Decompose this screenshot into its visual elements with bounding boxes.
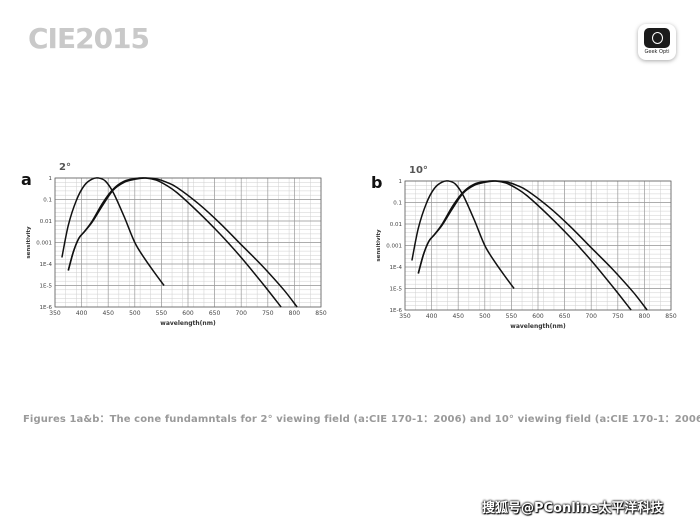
x-tick-label: 400 [76, 310, 88, 317]
y-tick-label: 1E-5 [40, 284, 53, 290]
x-tick-label: 800 [289, 310, 301, 317]
y-tick-label: 0.001 [386, 244, 402, 250]
x-tick-label: 400 [426, 313, 438, 320]
y-tick-label: 0.01 [390, 222, 402, 228]
x-tick-label: 350 [399, 313, 411, 320]
y-tick-label: 1E-4 [40, 262, 53, 268]
y-tick-label: 1E-6 [40, 305, 53, 311]
logo-ring-icon [652, 32, 663, 44]
y-tick-label: 1E-6 [390, 308, 403, 314]
x-tick-label: 800 [639, 313, 651, 320]
x-tick-label: 350 [49, 310, 61, 317]
x-tick-label: 500 [129, 310, 141, 317]
y-tick-label: 0.1 [43, 198, 52, 204]
x-tick-label: 550 [506, 313, 518, 320]
y-tick-label: 0.1 [393, 201, 402, 207]
y-tick-label: 1 [49, 176, 53, 182]
y-tick-label: 1E-4 [390, 265, 403, 271]
logo-mark-icon [644, 28, 670, 48]
figure-caption: Figures 1a&b：The cone fundamntals for 2°… [23, 414, 700, 425]
y-tick-label: 1 [399, 179, 403, 185]
y-axis-label: sensitivity [376, 229, 382, 262]
watermark: 搜狐号@PConline太平洋科技 [482, 501, 664, 516]
panel-letter: b [371, 173, 382, 192]
viewing-field-label: 10° [409, 165, 428, 176]
logo-text: Geek Opti [644, 49, 670, 55]
x-tick-label: 850 [315, 310, 327, 317]
x-tick-label: 600 [532, 313, 544, 320]
x-tick-label: 700 [235, 310, 247, 317]
panel-letter: a [21, 170, 32, 189]
series-line-l [67, 177, 298, 308]
x-tick-label: 650 [559, 313, 571, 320]
x-tick-label: 750 [262, 310, 274, 317]
x-tick-label: 500 [479, 313, 491, 320]
plot-frame [54, 177, 322, 308]
x-tick-label: 600 [182, 310, 194, 317]
x-tick-label: 650 [209, 310, 221, 317]
chart-a: a 2° 350 400 450 500 550 600 650 700 750 800 850 1 0.1… [15, 155, 335, 339]
x-axis-label: wavelength(nm) [160, 320, 216, 327]
y-tick-label: 0.001 [36, 241, 52, 247]
x-tick-label: 450 [102, 310, 114, 317]
x-tick-label: 550 [156, 310, 168, 317]
y-tick-label: 1E-5 [390, 287, 403, 293]
x-tick-label: 850 [665, 313, 677, 320]
series-line-s [411, 180, 515, 289]
x-tick-label: 450 [452, 313, 464, 320]
chart-b: b 10° 350 400 450 500 550 600 650 700 750 800 850 1 0.… [365, 158, 685, 342]
x-tick-label: 750 [612, 313, 624, 320]
series-line-s [61, 177, 165, 286]
x-tick-label: 700 [585, 313, 597, 320]
series-line-l [417, 180, 648, 311]
x-axis-label: wavelength(nm) [510, 323, 566, 330]
brand-logo: Geek Opti [638, 24, 676, 60]
plot-frame [404, 180, 672, 311]
page-title: CIE2015 [28, 22, 150, 55]
viewing-field-label: 2° [59, 162, 71, 173]
chart-b-svg: b 10° 350 400 450 500 550 600 650 700 750 800 850 1 0.… [371, 165, 677, 330]
y-axis-label: sensitivity [26, 226, 32, 259]
chart-a-svg: a 2° 350 400 450 500 550 600 650 700 750 800 850 1 0.1… [21, 162, 327, 327]
y-tick-label: 0.01 [40, 219, 52, 225]
